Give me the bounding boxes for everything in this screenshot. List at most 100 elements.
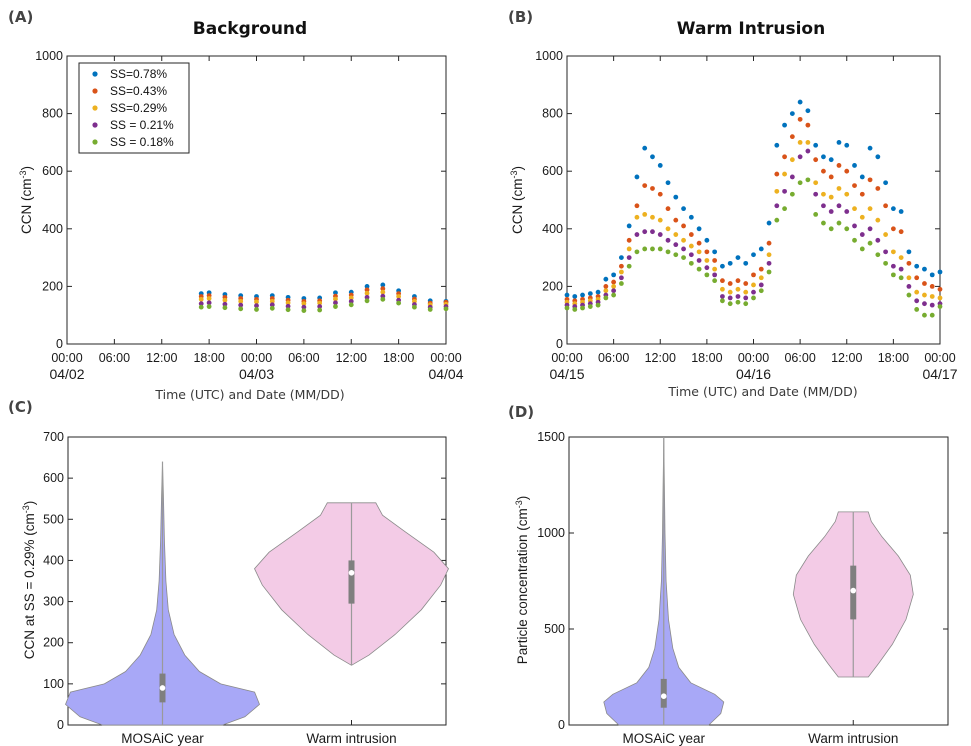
data-point xyxy=(364,298,370,304)
data-point xyxy=(626,223,632,229)
data-point xyxy=(797,154,803,160)
violin-median xyxy=(348,569,355,576)
data-point xyxy=(688,260,694,266)
data-point xyxy=(580,292,585,298)
data-point xyxy=(727,260,733,266)
data-point xyxy=(285,303,291,309)
data-point xyxy=(712,258,718,263)
data-point xyxy=(580,305,585,311)
data-point xyxy=(859,174,865,180)
data-point xyxy=(929,284,935,289)
y-tick-label: 0 xyxy=(57,718,64,732)
legend-label: SS = 0.21% xyxy=(110,118,174,132)
data-point xyxy=(859,214,865,220)
data-point xyxy=(603,288,609,294)
data-point xyxy=(301,308,307,313)
data-point xyxy=(727,295,733,301)
data-point xyxy=(735,255,741,260)
x-tick-label: 00:00 xyxy=(551,351,582,365)
data-point xyxy=(720,278,725,284)
data-point xyxy=(238,306,244,312)
data-point xyxy=(681,206,686,212)
data-point xyxy=(782,206,787,212)
y-tick-label: 0 xyxy=(556,337,563,351)
data-point xyxy=(890,206,896,212)
data-point xyxy=(828,157,834,163)
data-point xyxy=(883,180,889,186)
data-point xyxy=(285,300,291,306)
legend-marker xyxy=(92,88,98,94)
x-category-label: MOSAiC year xyxy=(622,731,705,746)
data-point xyxy=(743,301,749,307)
data-point xyxy=(198,304,204,310)
data-point xyxy=(836,203,842,209)
data-point xyxy=(743,260,749,266)
data-point xyxy=(642,145,648,151)
data-point xyxy=(564,292,570,298)
data-point xyxy=(222,301,228,307)
panel-c-ylabel: CCN at SS = 0.29% (cm-3) xyxy=(21,501,37,659)
date-label: 04/03 xyxy=(239,366,274,382)
data-point xyxy=(364,294,370,300)
data-point xyxy=(611,292,617,298)
y-tick-label: 200 xyxy=(43,636,64,650)
y-tick-label: 300 xyxy=(43,595,64,609)
data-point xyxy=(774,203,780,209)
data-point xyxy=(412,304,417,310)
data-point xyxy=(922,281,927,286)
data-point xyxy=(914,307,920,312)
data-point xyxy=(852,237,857,243)
data-point xyxy=(348,302,354,308)
data-point xyxy=(743,281,749,286)
data-point xyxy=(766,260,772,266)
data-point xyxy=(681,223,686,229)
data-point xyxy=(813,212,819,217)
data-point xyxy=(890,226,896,232)
violin-iqr-box xyxy=(348,560,355,604)
data-point xyxy=(564,305,570,311)
x-tick-label: 06:00 xyxy=(784,351,815,365)
data-point xyxy=(813,191,819,197)
data-point xyxy=(611,284,617,289)
data-point xyxy=(766,220,772,226)
data-point xyxy=(937,295,943,301)
data-point xyxy=(587,304,593,309)
data-point xyxy=(222,305,228,311)
data-point xyxy=(789,134,795,140)
data-point xyxy=(937,304,943,309)
data-point xyxy=(805,122,811,128)
x-tick-label: 00:00 xyxy=(738,351,769,365)
panel-b-title: Warm Intrusion xyxy=(677,19,825,39)
data-point xyxy=(269,302,275,308)
data-point xyxy=(789,111,795,116)
data-point xyxy=(572,294,578,299)
data-point xyxy=(618,255,624,260)
data-point xyxy=(704,272,710,278)
data-point xyxy=(595,289,601,295)
y-tick-label: 800 xyxy=(42,107,63,121)
y-tick-label: 1500 xyxy=(537,430,565,444)
data-point xyxy=(380,282,386,288)
data-point xyxy=(254,303,259,309)
data-point xyxy=(758,288,764,294)
data-point xyxy=(766,269,772,275)
data-point xyxy=(712,249,718,255)
data-point xyxy=(380,289,386,295)
data-point xyxy=(805,148,811,154)
data-point xyxy=(222,297,228,303)
x-tick-label: 12:00 xyxy=(146,351,177,365)
data-point xyxy=(618,275,624,281)
data-point xyxy=(364,290,370,296)
data-point xyxy=(922,312,927,318)
data-point xyxy=(867,226,873,232)
data-point xyxy=(665,249,671,255)
data-point xyxy=(751,289,756,295)
data-point xyxy=(634,214,640,220)
data-point xyxy=(937,269,943,275)
data-point xyxy=(254,307,259,312)
violin-median xyxy=(850,587,857,594)
data-point xyxy=(269,298,275,304)
data-point xyxy=(797,116,803,122)
x-tick-label: 00:00 xyxy=(241,351,272,365)
data-point xyxy=(665,180,671,186)
